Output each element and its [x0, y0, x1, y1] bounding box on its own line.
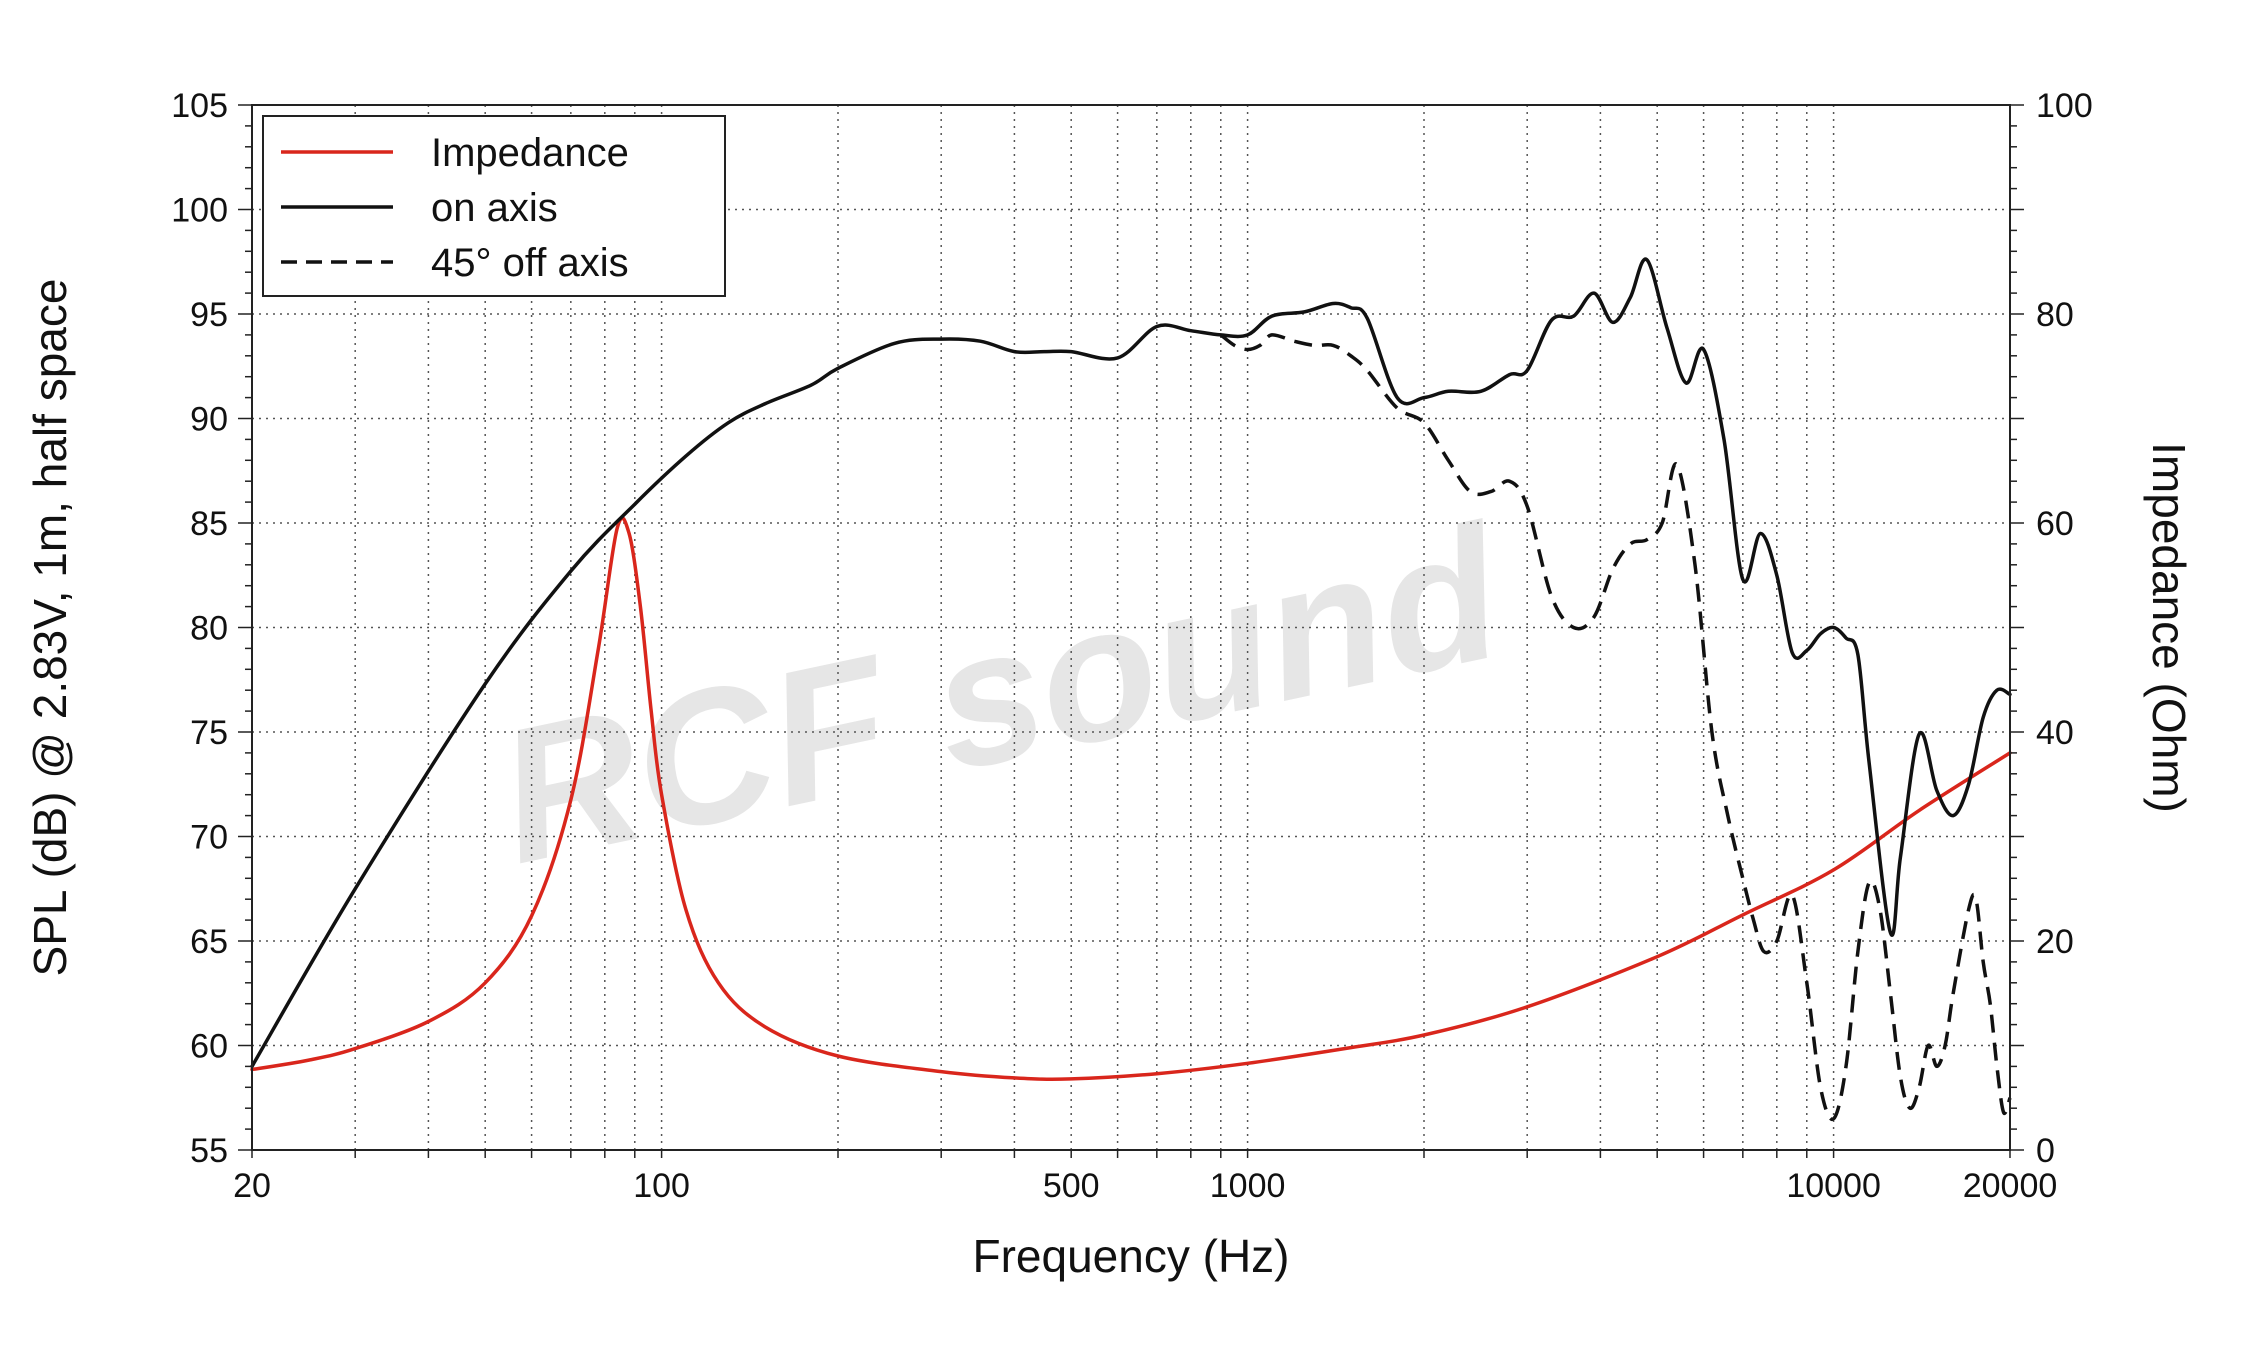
legend-label-impedance: Impedance: [431, 131, 629, 175]
y-left-tick-label: 80: [190, 610, 228, 648]
y-left-tick-label: 105: [171, 87, 228, 125]
legend-label-45-off-axis: 45° off axis: [431, 241, 629, 285]
x-tick-label: 1000: [1210, 1167, 1286, 1205]
y-right-axis-title: Impedance (Ohm): [2143, 442, 2195, 813]
x-tick-label: 500: [1043, 1167, 1100, 1205]
y-right-tick-label: 60: [2036, 505, 2074, 543]
y-left-tick-label: 75: [190, 714, 228, 752]
legend: Impedance on axis 45° off axis: [262, 115, 726, 297]
y-left-tick-label: 90: [190, 401, 228, 439]
y-right-tick-label: 80: [2036, 296, 2074, 334]
ticks: [238, 104, 2024, 1158]
y-left-axis-title: SPL (dB) @ 2.83V, 1m, half space: [24, 279, 76, 977]
y-right-tick-label: 0: [2036, 1132, 2055, 1170]
y-left-tick-label: 60: [190, 1028, 228, 1066]
x-tick-label: 20000: [1963, 1167, 2058, 1205]
x-tick-label: 10000: [1786, 1167, 1881, 1205]
series-line-impedance: [250, 516, 2012, 1081]
x-tick-label: 100: [633, 1167, 690, 1205]
y-right-tick-label: 100: [2036, 87, 2093, 125]
series-line-45-off-axis: [1219, 333, 2012, 1122]
y-left-tick-label: 55: [190, 1132, 228, 1170]
legend-label-on-axis: on axis: [431, 186, 558, 230]
y-left-tick-label: 95: [190, 296, 228, 334]
x-axis-title: Frequency (Hz): [973, 1230, 1290, 1282]
y-right-tick-label: 20: [2036, 923, 2074, 961]
series-layer: [250, 257, 2012, 1122]
y-left-tick-label: 70: [190, 819, 228, 857]
watermark-text: RCF sound: [481, 485, 1520, 904]
tick-labels: 20 100 500 1000 10000 20000556065707580859095…: [171, 87, 2092, 1205]
x-tick-label: 20: [233, 1167, 271, 1205]
watermark: RCF sound: [481, 485, 1520, 904]
y-right-tick-label: 40: [2036, 714, 2074, 752]
series-line-on-axis: [250, 257, 2012, 1069]
y-left-tick-label: 85: [190, 505, 228, 543]
y-left-tick-label: 65: [190, 923, 228, 961]
axis-titles: Frequency (Hz) SPL (dB) @ 2.83V, 1m, hal…: [24, 279, 2195, 1282]
y-left-tick-label: 100: [171, 192, 228, 230]
